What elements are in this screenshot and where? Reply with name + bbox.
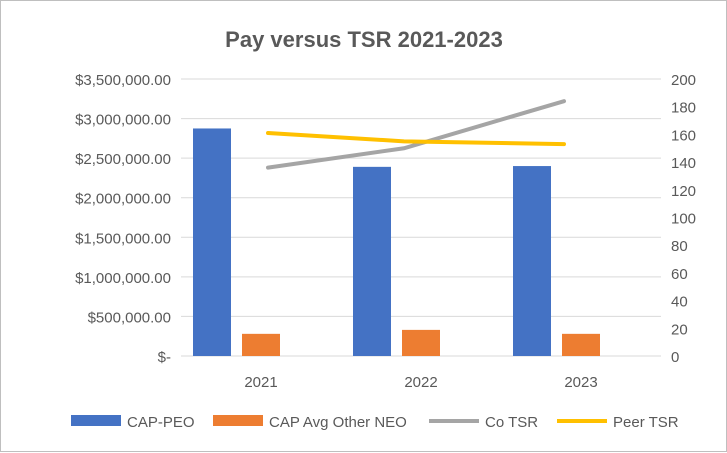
legend-label: CAP Avg Other NEO — [269, 414, 407, 431]
right-tick-label: 140 — [671, 155, 696, 172]
left-tick-label: $3,000,000.00 — [75, 112, 171, 129]
right-tick-label: 160 — [671, 127, 696, 144]
bar-cap-avg-other-neo — [402, 329, 440, 356]
bar-cap-peo — [353, 166, 391, 356]
legend-label: CAP-PEO — [127, 414, 195, 431]
bar-cap-avg-other-neo — [562, 333, 600, 356]
x-tick-label: 2023 — [564, 374, 597, 391]
right-tick-label: 40 — [671, 294, 688, 311]
bar-cap-peo — [513, 166, 551, 356]
chart-title: Pay versus TSR 2021-2023 — [225, 27, 503, 52]
left-tick-label: $- — [158, 349, 171, 366]
legend-label: Peer TSR — [613, 414, 679, 431]
x-tick-label: 2021 — [244, 374, 277, 391]
right-tick-label: 120 — [671, 183, 696, 200]
left-tick-label: $1,500,000.00 — [75, 230, 171, 247]
right-tick-label: 100 — [671, 211, 696, 228]
bar-cap-avg-other-neo — [242, 333, 280, 356]
left-tick-label: $2,500,000.00 — [75, 151, 171, 168]
left-tick-label: $1,000,000.00 — [75, 270, 171, 287]
legend-label: Co TSR — [485, 414, 538, 431]
right-tick-label: 80 — [671, 238, 688, 255]
right-tick-label: 0 — [671, 349, 679, 366]
left-tick-label: $3,500,000.00 — [75, 72, 171, 89]
right-tick-label: 200 — [671, 72, 696, 89]
legend-swatch — [71, 415, 121, 426]
x-tick-label: 2022 — [404, 374, 437, 391]
bar-cap-peo — [193, 128, 231, 356]
right-tick-label: 60 — [671, 266, 688, 283]
left-tick-label: $2,000,000.00 — [75, 191, 171, 208]
line-co-tsr — [266, 99, 566, 170]
left-tick-label: $500,000.00 — [88, 309, 171, 326]
line-peer-tsr — [266, 131, 566, 147]
legend-swatch — [213, 415, 263, 426]
right-tick-label: 20 — [671, 321, 688, 338]
right-tick-label: 180 — [671, 100, 696, 117]
